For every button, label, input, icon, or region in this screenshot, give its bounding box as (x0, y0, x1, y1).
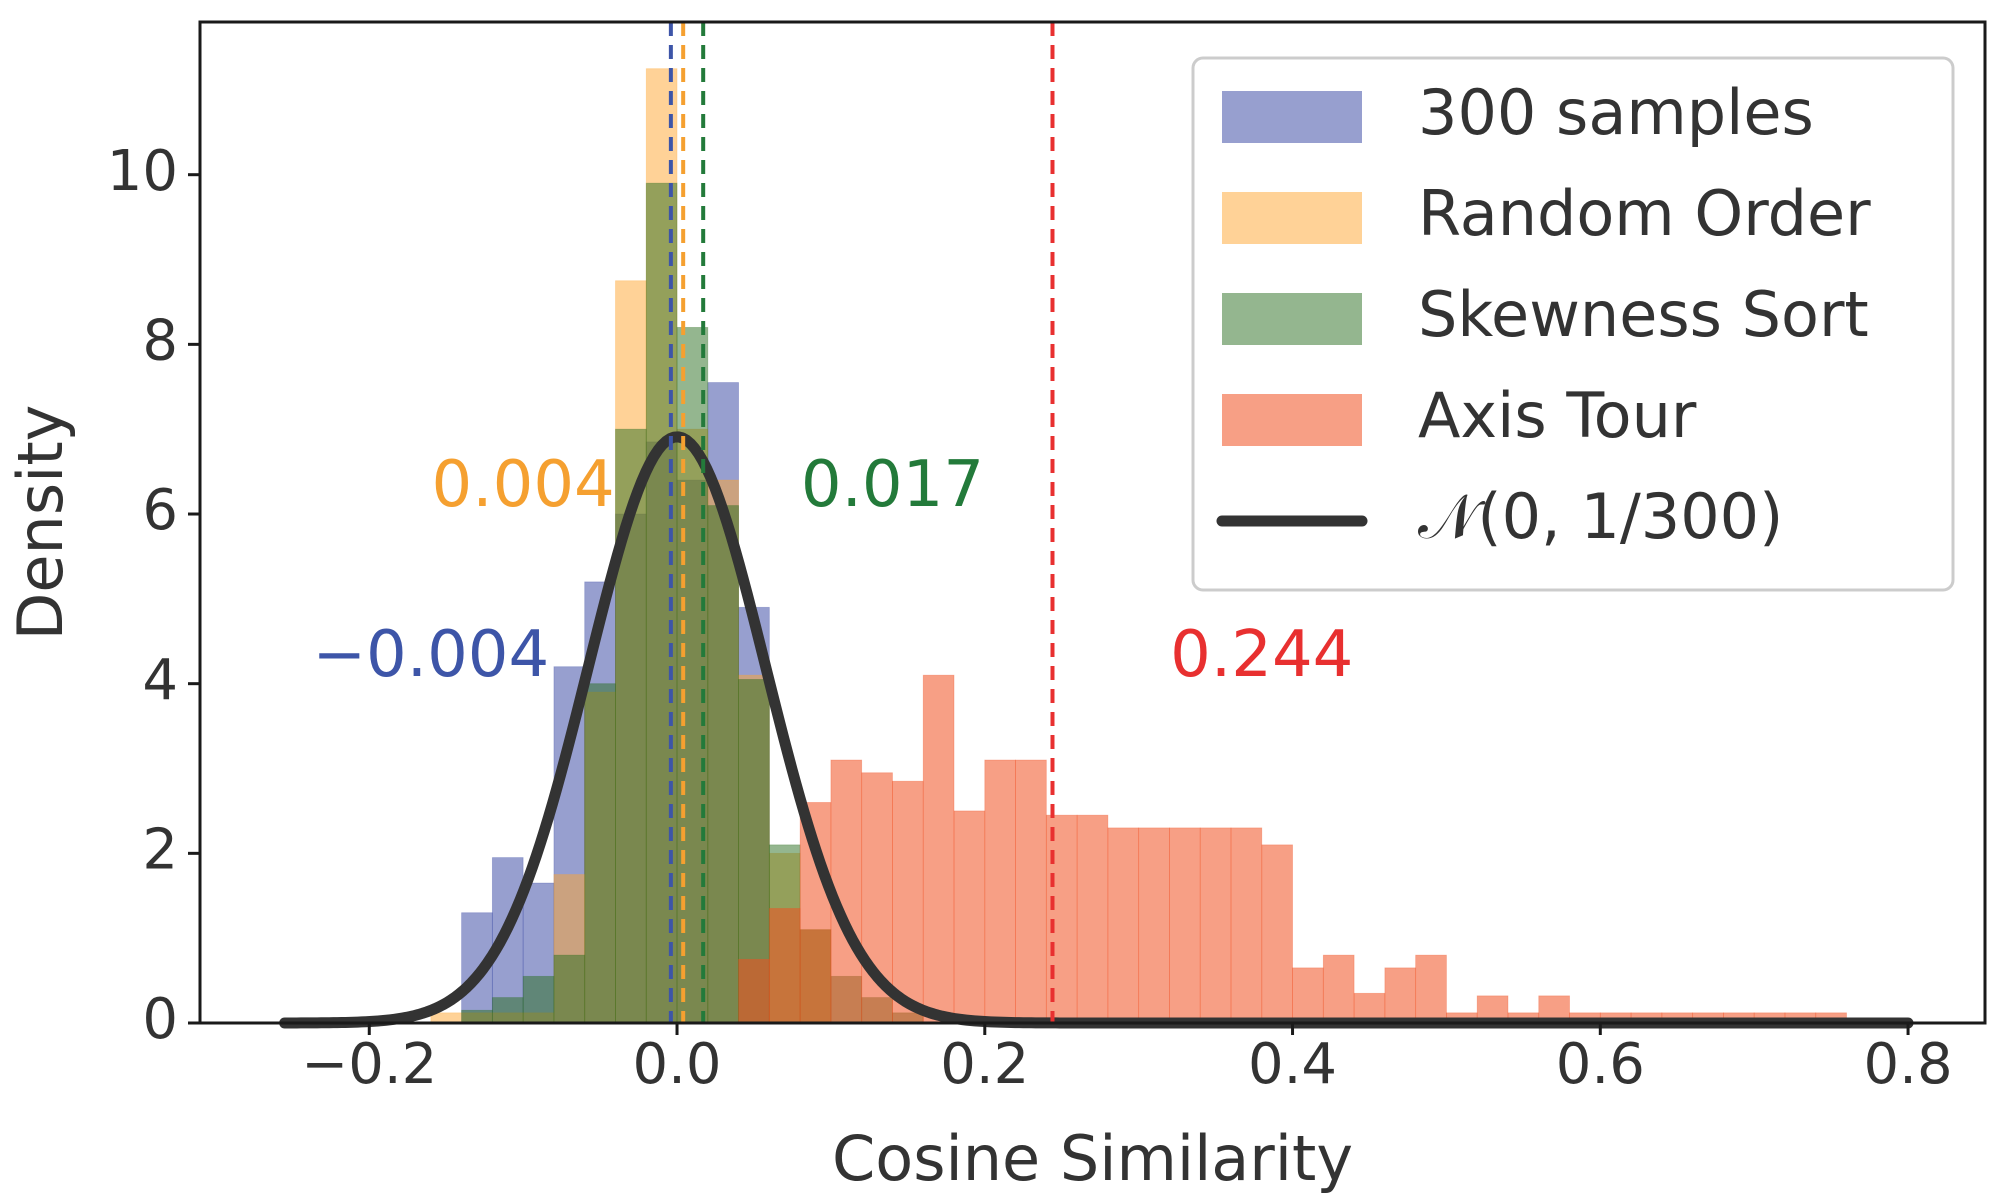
legend: 300 samples Random Order Skewness Sort Axis… (1191, 56, 1955, 592)
histogram-bar (553, 954, 586, 1024)
legend-label: Skewness Sort (1418, 278, 1869, 351)
plot-frame (198, 20, 1987, 1025)
histogram-bar (984, 759, 1016, 1024)
histogram-bar (491, 997, 524, 1024)
legend-label: 𝒩(0, 1/300) (1418, 480, 1783, 553)
histogram-bar (461, 1009, 493, 1024)
histogram-bar (584, 683, 616, 1024)
mean-label: 0.017 (801, 448, 984, 522)
x-tick-label: 0.8 (1864, 1032, 1953, 1097)
y-tick-label: 10 (107, 139, 178, 204)
legend-item: Random Order (1222, 177, 1871, 250)
histogram-bar (1322, 954, 1355, 1024)
legend-item: Skewness Sort (1222, 278, 1869, 351)
legend-label: Random Order (1418, 177, 1871, 250)
histogram-bar (1169, 827, 1201, 1024)
y-tick-label: 8 (142, 308, 178, 373)
legend-item: 𝒩(0, 1/300) (1216, 480, 1783, 553)
legend-box (1191, 56, 1955, 592)
axes: −0.2 0.0 0.2 0.4 0.6 0.8 0 2 4 6 8 10 Cosine Similar… (4, 20, 1987, 1195)
x-tick-label: 0.4 (1248, 1032, 1337, 1097)
x-axis-label: Cosine Similarity (832, 1122, 1353, 1195)
histogram-bar (768, 908, 801, 1024)
legend-label: Axis Tour (1418, 379, 1697, 452)
histogram-bar (1199, 827, 1232, 1024)
histogram-bar (1384, 967, 1417, 1024)
legend-swatch (1222, 192, 1362, 244)
legend-item: Axis Tour (1222, 379, 1697, 452)
y-tick-label: 6 (142, 478, 178, 543)
legend-item: 300 samples (1222, 76, 1814, 149)
y-tick-label: 2 (142, 817, 178, 882)
legend-label: 300 samples (1418, 76, 1814, 149)
histogram-bar (953, 810, 986, 1024)
histogram-bar (1015, 759, 1047, 1024)
mean-label: 0.244 (1170, 618, 1353, 692)
series-axis-tour (738, 674, 1847, 1024)
y-tick-label: 0 (142, 987, 178, 1052)
x-tick-label: 0.0 (632, 1032, 721, 1097)
histogram-bar (522, 975, 555, 1024)
x-tick-label: 0.6 (1556, 1032, 1645, 1097)
histogram-bar (707, 505, 739, 1024)
histogram-bar (1138, 827, 1170, 1024)
legend-swatch (1222, 91, 1362, 143)
y-tick-label: 4 (142, 648, 178, 713)
mean-lines (668, 22, 1055, 1023)
histogram-bars (430, 68, 1847, 1024)
y-axis-label: Density (4, 405, 77, 641)
legend-swatch (1222, 293, 1362, 345)
histogram-bar (738, 958, 770, 1024)
x-tick-label: −0.2 (301, 1032, 437, 1097)
mean-label: 0.004 (432, 448, 615, 522)
histogram-bar (1107, 827, 1140, 1024)
histogram-bar (1415, 954, 1447, 1024)
histogram-bar (1230, 827, 1263, 1024)
mean-label: −0.004 (312, 618, 549, 692)
histogram-bar (892, 780, 924, 1024)
annotations: −0.004 0.004 0.017 0.244 (312, 448, 1353, 692)
histogram-bar (1261, 844, 1293, 1024)
histogram-bar (1292, 967, 1324, 1024)
histogram-bar (1076, 814, 1109, 1024)
x-tick-label: 0.2 (940, 1032, 1029, 1097)
histogram-bar (922, 674, 955, 1024)
legend-swatch (1222, 394, 1362, 446)
